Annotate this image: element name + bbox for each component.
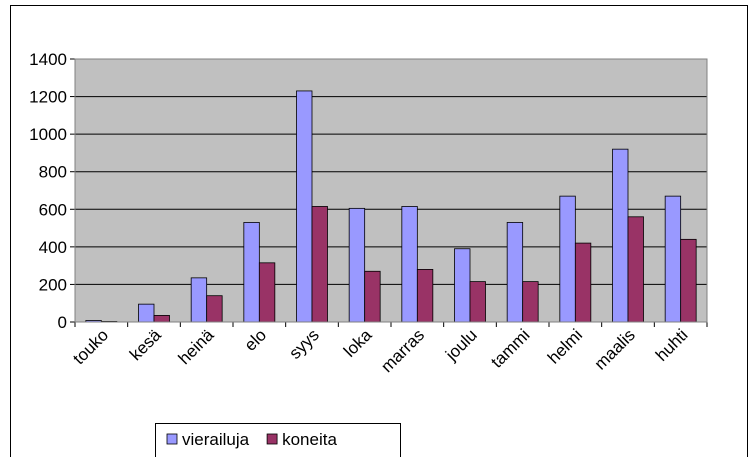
bar bbox=[574, 242, 592, 323]
bar bbox=[469, 281, 486, 323]
bar bbox=[454, 248, 471, 323]
bar bbox=[258, 262, 276, 323]
bar bbox=[153, 315, 170, 323]
bar bbox=[612, 148, 629, 323]
bar bbox=[401, 206, 418, 323]
legend-swatch bbox=[166, 433, 178, 445]
bar bbox=[243, 222, 260, 323]
bar bbox=[296, 90, 313, 323]
bar bbox=[559, 195, 576, 323]
y-tick-label: 1200 bbox=[29, 88, 67, 107]
bar bbox=[348, 207, 366, 323]
bar bbox=[680, 238, 697, 323]
bar bbox=[664, 195, 682, 323]
plot-border bbox=[74, 58, 708, 323]
y-tick-label: 200 bbox=[39, 275, 67, 294]
y-tick-label: 1400 bbox=[29, 50, 67, 69]
bar bbox=[522, 281, 539, 323]
y-tick-label: 400 bbox=[39, 238, 67, 257]
bar bbox=[138, 303, 155, 323]
plot-area bbox=[75, 59, 707, 322]
bar bbox=[206, 295, 223, 323]
bar bbox=[311, 206, 328, 323]
legend-label: koneita bbox=[282, 430, 337, 449]
y-tick-label: 1000 bbox=[29, 125, 67, 144]
bar bbox=[364, 270, 381, 323]
y-tick-label: 800 bbox=[39, 163, 67, 182]
bar bbox=[506, 222, 524, 323]
bar bbox=[190, 277, 208, 323]
legend-box bbox=[155, 423, 401, 457]
y-tick-label: 0 bbox=[58, 313, 67, 332]
y-tick-label: 600 bbox=[39, 200, 67, 219]
legend-label: vierailuja bbox=[182, 430, 250, 449]
bar bbox=[627, 216, 644, 323]
bar bbox=[416, 268, 434, 323]
legend-swatch bbox=[266, 433, 278, 445]
